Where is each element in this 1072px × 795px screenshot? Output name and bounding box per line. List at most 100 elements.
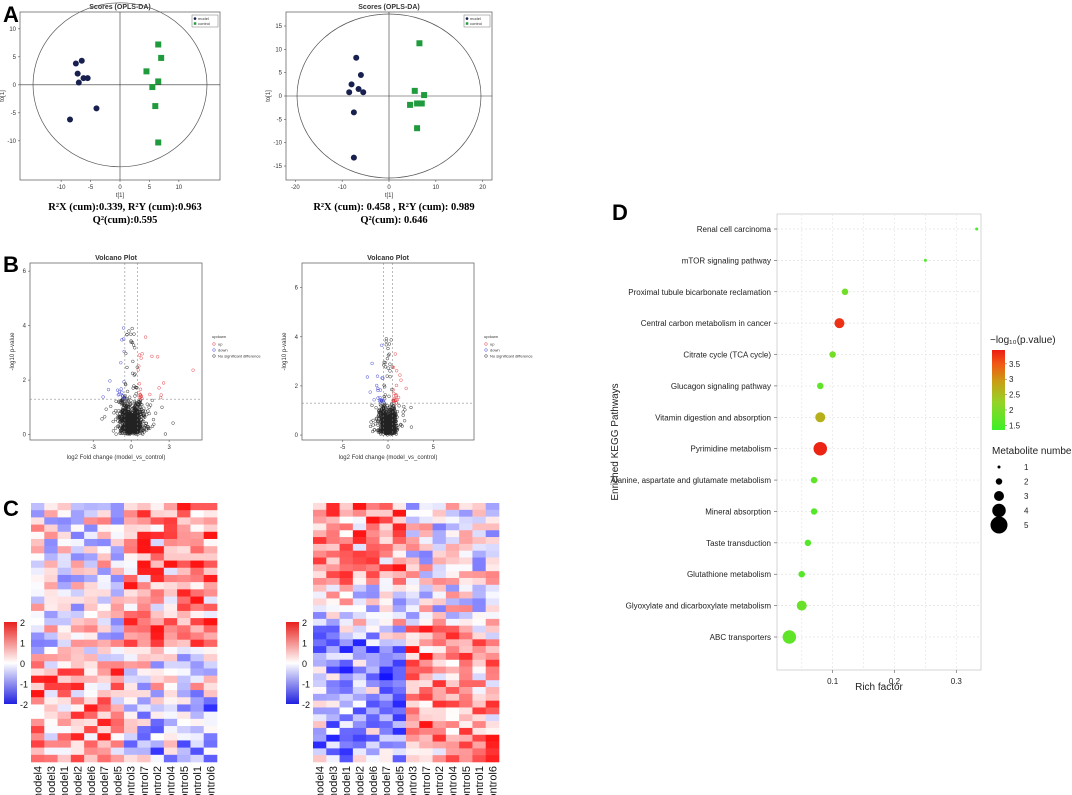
heatmap-cell — [472, 612, 487, 620]
heatmap-cell — [313, 509, 327, 517]
heatmap-cell — [97, 661, 112, 669]
down-regulated-point — [381, 398, 385, 403]
nonsignificant-point — [100, 417, 104, 421]
nonsignificant-point — [118, 420, 122, 425]
heatmap-cell — [110, 733, 125, 741]
heatmap-cell — [57, 675, 72, 684]
legend-marker — [484, 348, 488, 352]
nonsignificant-point — [146, 426, 150, 431]
heatmap-cell — [445, 680, 460, 688]
heatmap-cell — [313, 687, 327, 695]
heatmap-cell — [84, 567, 98, 576]
pathway-bubble — [810, 476, 818, 484]
heatmap-cell — [70, 747, 85, 756]
heatmap-cell — [485, 748, 500, 756]
down-regulated-point — [365, 375, 370, 379]
heatmap-cell — [339, 584, 354, 592]
heatmap-cell — [445, 509, 460, 517]
nonsignificant-point — [382, 394, 386, 399]
heatmap-cell — [339, 605, 354, 613]
heatmap-cell — [97, 538, 112, 547]
heatmap-cell — [124, 718, 138, 727]
heatmap-cell — [313, 652, 327, 661]
heatmap-cell — [445, 591, 460, 599]
heatmap-cell — [472, 632, 487, 640]
heatmap-cell — [57, 582, 72, 590]
heatmap-cell — [137, 531, 151, 540]
heatmap-cell — [459, 509, 473, 517]
heatmap-cell — [137, 646, 151, 655]
heatmap-cell — [84, 704, 98, 712]
down-regulated-point — [120, 338, 124, 342]
nonsignificant-point — [374, 406, 378, 410]
heatmap-cell — [150, 704, 165, 712]
heatmap-cell — [379, 646, 394, 654]
heatmap-cell — [44, 618, 58, 626]
heatmap-cell — [124, 690, 138, 698]
heatmap-cell — [313, 734, 327, 742]
heatmap-cell — [339, 516, 354, 524]
heatmap-cell — [339, 612, 354, 620]
heatmap-cell — [459, 571, 473, 579]
heatmap-cell — [97, 517, 112, 525]
heatmap-cell — [31, 711, 45, 720]
heatmap-cell — [445, 577, 460, 586]
heatmap-cell — [392, 659, 407, 667]
heatmap-cell — [137, 726, 151, 734]
heatmap-cell — [110, 682, 125, 691]
heatmap-column-label: model7 — [99, 766, 111, 795]
legend-label-control: control — [198, 21, 210, 26]
heatmap-cell — [137, 603, 151, 612]
legend-label-model: model — [198, 16, 209, 21]
down-regulated-point — [368, 390, 372, 394]
heatmap-cell — [163, 661, 178, 669]
heatmap-cell — [432, 652, 447, 661]
heatmap-cell — [84, 524, 98, 533]
heatmap-cell — [485, 591, 500, 599]
heatmap-cell — [124, 675, 138, 684]
heatmap-cell — [445, 543, 460, 552]
heatmap-cell — [379, 673, 394, 681]
heatmap-cell — [31, 654, 45, 662]
pathway-label: mTOR signaling pathway — [682, 256, 771, 265]
heatmap-cell — [459, 584, 473, 592]
nonsignificant-point — [384, 339, 388, 343]
y-tick-label: 4 — [23, 324, 27, 330]
heatmap-cell — [326, 509, 340, 517]
heatmap-cell — [57, 646, 72, 655]
heatmap-cell — [84, 711, 98, 720]
heatmap-cell — [352, 605, 367, 613]
heatmap-cell — [163, 603, 178, 612]
heatmap-cell — [203, 632, 218, 640]
nonsignificant-point — [389, 426, 393, 431]
nonsignificant-point — [132, 332, 136, 336]
nonsignificant-point — [131, 359, 135, 364]
heatmap-cell — [339, 727, 354, 736]
heatmap-cell — [110, 560, 125, 569]
heatmap-cell — [432, 693, 447, 701]
heatmap-cell — [392, 530, 407, 538]
up-regulated-point — [136, 368, 140, 372]
heatmap-cell — [110, 553, 125, 561]
nonsignificant-point — [153, 411, 158, 415]
heatmap-cell — [313, 721, 327, 729]
heatmap-cell — [313, 673, 327, 681]
heatmap-cell — [163, 718, 178, 727]
heatmap-cell — [392, 523, 407, 531]
y-axis-label: -log10 p-value — [282, 332, 288, 371]
heatmap-cell — [57, 510, 72, 518]
heatmap-cell — [31, 697, 45, 705]
legend-title: updown — [212, 334, 226, 339]
heatmap-cell — [31, 603, 45, 612]
color-legend-tick-label: 3 — [1009, 375, 1014, 384]
heatmap-cell — [379, 659, 394, 667]
heatmap-cell — [177, 661, 191, 669]
heatmap-cell — [203, 747, 218, 756]
nonsignificant-point — [140, 431, 144, 435]
nonsignificant-point — [388, 426, 392, 430]
nonsignificant-point — [118, 426, 122, 430]
heatmap-cell — [419, 646, 433, 654]
model-sample-point — [355, 86, 362, 92]
heatmap-cell — [84, 690, 98, 698]
heatmap-cell — [326, 673, 340, 681]
